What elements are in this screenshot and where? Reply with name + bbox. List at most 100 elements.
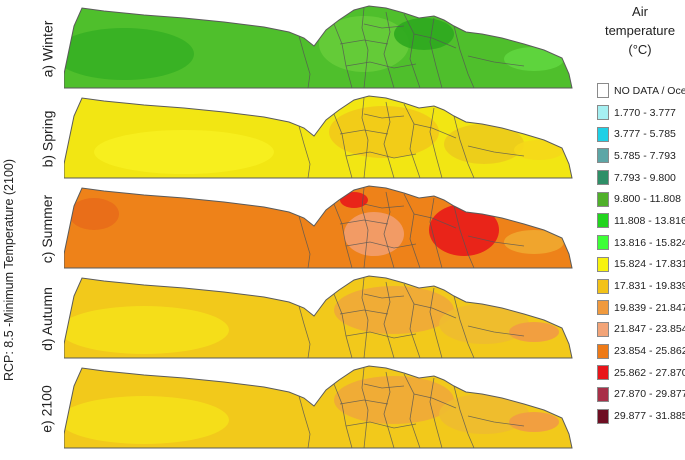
legend-item: NO DATA / Ocean: [597, 80, 685, 102]
district-boundary: [345, 61, 417, 69]
temperature-map: [64, 5, 573, 89]
panel-label-text: a) Winter: [39, 20, 56, 78]
panel-label: d) Autumn: [34, 274, 60, 364]
district-boundary: [467, 325, 525, 337]
legend-label: 3.777 - 5.785: [614, 128, 676, 141]
coastline: [64, 365, 573, 449]
district-boundary: [429, 197, 443, 268]
district-boundary: [413, 213, 457, 229]
legend-label: 7.793 - 9.800: [614, 171, 676, 184]
coastline: [64, 185, 573, 269]
legend-label: 27.870 - 29.877: [614, 388, 685, 401]
legend-swatch: [597, 191, 609, 207]
legend-swatch: [597, 365, 609, 381]
temperature-zone: [94, 130, 274, 174]
district-boundary: [403, 13, 421, 88]
district-boundary: [363, 23, 405, 29]
district-boundary: [453, 295, 475, 358]
legend-swatch: [597, 321, 609, 337]
vertical-axis-label: RCP: 8.5 -Minimum Temperature (2100): [0, 100, 18, 440]
legend-label: 15.824 - 17.831: [614, 258, 685, 271]
district-boundary: [363, 293, 405, 299]
district-boundary: [333, 23, 353, 88]
coastline: [64, 5, 573, 89]
temperature-zone: [444, 124, 524, 164]
temperature-zone: [504, 47, 564, 71]
legend-swatch: [597, 83, 609, 99]
district-boundary: [298, 215, 311, 268]
district-boundary: [298, 305, 311, 358]
district-boundary: [339, 399, 389, 405]
district-boundary: [413, 123, 457, 139]
legend-swatch: [597, 300, 609, 316]
temperature-map: [64, 185, 573, 269]
temperature-zone: [319, 16, 409, 72]
district-boundary: [333, 113, 353, 178]
temperature-zone: [504, 230, 564, 254]
legend-swatch: [597, 105, 609, 121]
legend-label: 13.816 - 15.824: [614, 236, 685, 249]
district-boundary: [453, 205, 475, 268]
temperature-zone: [334, 286, 454, 334]
district-boundary: [467, 145, 525, 157]
legend-item: 11.808 - 13.816: [597, 210, 685, 232]
district-boundary: [298, 35, 311, 88]
temperature-zone: [429, 204, 499, 256]
legend-label: 5.785 - 7.793: [614, 149, 676, 162]
district-boundary: [383, 371, 395, 448]
district-boundary: [363, 383, 405, 389]
legend-item: 25.862 - 27.870: [597, 362, 685, 384]
panel-label-text: c) Summer: [39, 194, 56, 264]
legend-label: 1.770 - 3.777: [614, 106, 676, 119]
district-boundary: [413, 393, 457, 409]
district-boundary: [403, 193, 421, 268]
district-boundary: [429, 287, 443, 358]
legend-item: 13.816 - 15.824: [597, 232, 685, 254]
district-boundary: [413, 303, 457, 319]
district-boundary: [333, 383, 353, 448]
district-boundary: [453, 25, 475, 88]
district-boundary: [453, 385, 475, 448]
legend-swatch: [597, 213, 609, 229]
district-boundary: [429, 377, 443, 448]
legend-swatch: [597, 408, 609, 424]
temperature-zone: [509, 412, 559, 432]
legend-item: 15.824 - 17.831: [597, 254, 685, 276]
legend-item: 29.877 - 31.885: [597, 405, 685, 427]
district-boundary: [339, 219, 389, 225]
panel-label-text: d) Autumn: [39, 287, 56, 351]
legend-item: 5.785 - 7.793: [597, 145, 685, 167]
district-boundary: [413, 33, 457, 49]
legend-label: 9.800 - 11.808: [614, 193, 681, 206]
panel-label: e) 2100: [34, 364, 60, 454]
temperature-map: [64, 275, 573, 359]
district-boundary: [363, 203, 405, 209]
district-boundary: [429, 17, 443, 88]
district-boundary: [345, 241, 417, 249]
legend-item: 7.793 - 9.800: [597, 167, 685, 189]
district-boundary: [298, 395, 311, 448]
temperature-zone: [340, 192, 368, 208]
legend-item: 9.800 - 11.808: [597, 188, 685, 210]
temperature-zone: [329, 106, 439, 158]
panel-label: b) Spring: [34, 94, 60, 184]
panel-label-text: b) Spring: [39, 110, 55, 168]
coastline: [64, 275, 573, 359]
legend-label: 19.839 - 21.847: [614, 301, 685, 314]
temperature-map: [64, 95, 573, 179]
district-boundary: [383, 191, 395, 268]
legend-swatch: [597, 148, 609, 164]
legend-swatch: [597, 126, 609, 142]
district-boundary: [383, 11, 395, 88]
legend-label: 29.877 - 31.885: [614, 410, 685, 423]
scenario-label: RCP: 8.5 -Minimum Temperature (2100): [2, 158, 17, 382]
legend-swatch: [597, 278, 609, 294]
temperature-zone: [514, 140, 564, 160]
district-boundary: [361, 97, 369, 178]
panel-label: a) Winter: [34, 4, 60, 94]
panel-label: c) Summer: [34, 184, 60, 274]
district-boundary: [333, 203, 353, 268]
district-boundary: [361, 367, 369, 448]
legend-label: 21.847 - 23.854: [614, 323, 685, 336]
temperature-map: [64, 365, 573, 449]
